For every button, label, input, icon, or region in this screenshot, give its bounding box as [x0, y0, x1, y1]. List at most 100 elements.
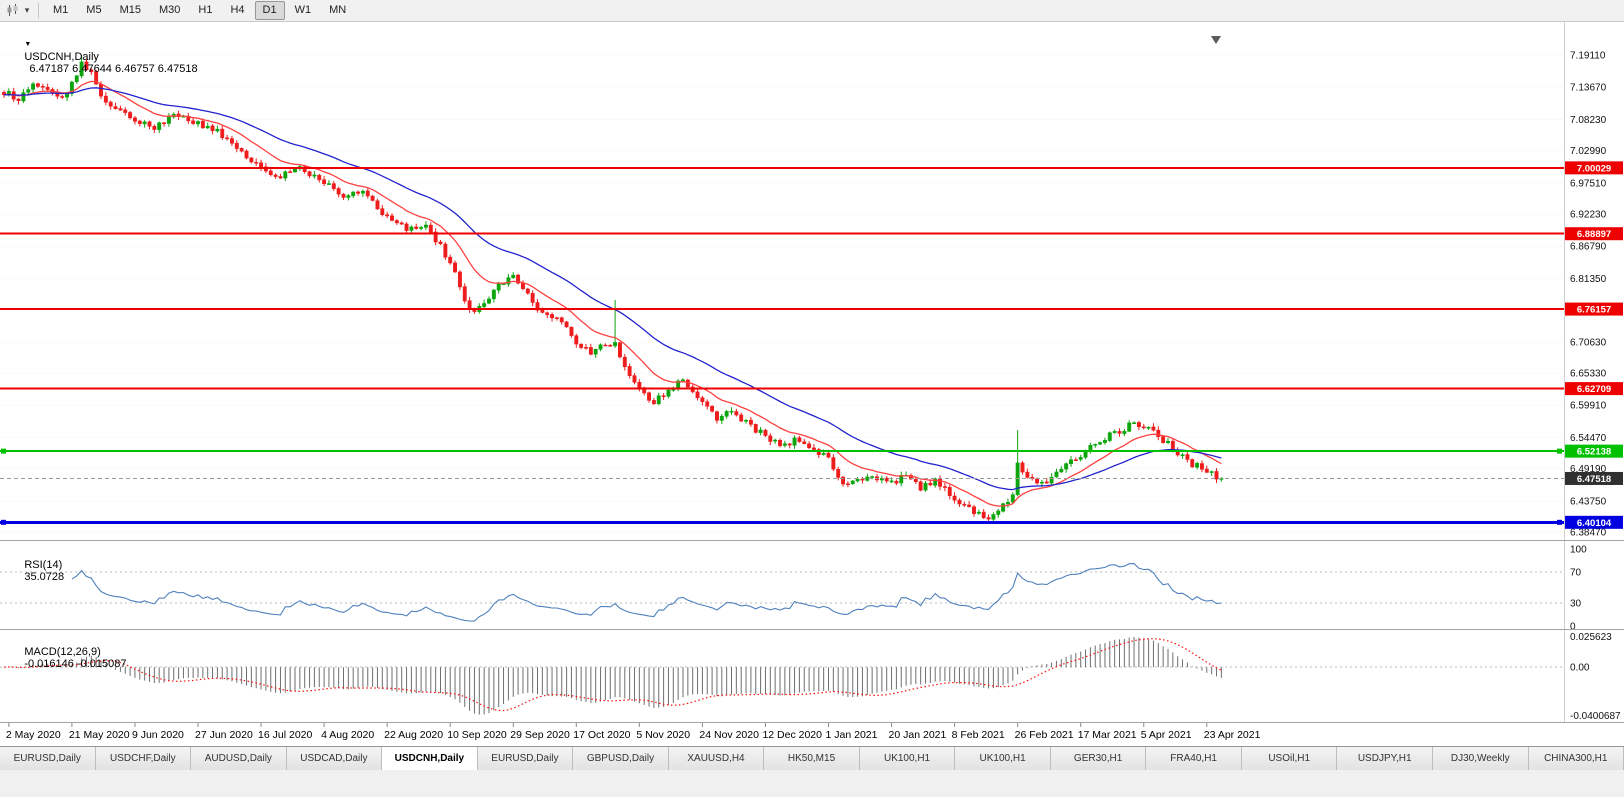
- level-handle-left-6.40104[interactable]: [1, 519, 6, 525]
- chart-shift-marker-icon[interactable]: [1211, 36, 1221, 44]
- svg-text:70: 70: [1570, 568, 1582, 579]
- level-handle-right-6.52138[interactable]: [1557, 448, 1562, 454]
- macd-label: MACD(12,26,9): [24, 646, 101, 658]
- chart-tab-usdcnh-daily-4[interactable]: USDCNH,Daily: [382, 747, 478, 770]
- svg-text:4 Aug 2020: 4 Aug 2020: [321, 729, 374, 741]
- svg-text:6.86790: 6.86790: [1570, 242, 1607, 253]
- timeframe-button-m5[interactable]: M5: [86, 4, 102, 16]
- svg-text:20 Jan 2021: 20 Jan 2021: [889, 729, 947, 741]
- chart-canvas[interactable]: 7.19110 7.13670 7.08230 7.02990 6.97510 6.922…: [0, 22, 1624, 746]
- price-badge-6.52138: [1565, 444, 1623, 458]
- timeframe-button-m15[interactable]: M15: [119, 4, 141, 16]
- dropdown-caret-icon[interactable]: ▾: [24, 5, 30, 15]
- chart-tab-audusd-daily-2[interactable]: AUDUSD,Daily: [191, 747, 287, 770]
- timeframe-button-m1[interactable]: M1: [53, 4, 69, 16]
- chart-tab-xauusd-h4-7[interactable]: XAUUSD,H4: [668, 747, 765, 770]
- chart-tab-uk100-h1-9[interactable]: UK100,H1: [859, 747, 956, 770]
- splitter-rsi-macd[interactable]: [0, 629, 1624, 630]
- chart-tab-eurusd-daily-5[interactable]: EURUSD,Daily: [477, 747, 574, 770]
- timeframe-toolbar: ▾ M1 M5 M15 M30 H1 H4 D1 W1 MN: [0, 0, 1624, 22]
- svg-text:6.43750: 6.43750: [1570, 496, 1607, 507]
- chart-area[interactable]: 7.19110 7.13670 7.08230 7.02990 6.97510 6.922…: [0, 22, 1624, 746]
- chart-tab-eurusd-daily-0[interactable]: EURUSD,Daily: [0, 747, 96, 770]
- timeframe-button-h4[interactable]: H4: [230, 4, 245, 16]
- toolbar-separator: [38, 3, 39, 18]
- svg-text:22 Aug 2020: 22 Aug 2020: [384, 729, 443, 741]
- svg-text:16 Jul 2020: 16 Jul 2020: [258, 729, 312, 741]
- chart-ohlc-values: 6.47187 6.47644 6.46757 6.47518: [29, 63, 198, 75]
- chart-tab-uk100-h1-10[interactable]: UK100,H1: [955, 747, 1051, 770]
- horizontal-levels: [0, 166, 1564, 525]
- price-badge-6.40104: [1565, 515, 1623, 529]
- timeframe-button-h1[interactable]: H1: [198, 4, 213, 16]
- macd-panel: 0.025623 0.00 -0.0400687: [0, 632, 1621, 722]
- rsi-line: [71, 563, 1222, 622]
- svg-text:6.81350: 6.81350: [1570, 274, 1607, 285]
- chart-tab-china300-h1-16[interactable]: CHINA300,H1: [1528, 747, 1624, 770]
- candlestick-series: [2, 55, 1224, 523]
- chart-tab-usdchf-daily-1[interactable]: USDCHF,Daily: [95, 747, 192, 770]
- svg-text:10 Sep 2020: 10 Sep 2020: [447, 729, 507, 741]
- candlestick-chart-icon: [7, 4, 17, 16]
- svg-text:7.08230: 7.08230: [1570, 115, 1607, 126]
- chart-tab-hk50-m15-8[interactable]: HK50,M15: [764, 747, 860, 770]
- timeframe-button-d1[interactable]: D1: [254, 1, 285, 20]
- chart-tab-usoil-h1-13[interactable]: USOil,H1: [1241, 747, 1338, 770]
- svg-text:6.59910: 6.59910: [1570, 401, 1607, 412]
- level-handle-left-6.52138[interactable]: [1, 448, 6, 454]
- svg-text:6.40104: 6.40104: [1577, 518, 1612, 529]
- svg-text:0: 0: [1570, 622, 1576, 633]
- svg-text:29 Sep 2020: 29 Sep 2020: [510, 729, 570, 741]
- chart-tab-fra40-h1-12[interactable]: FRA40,H1: [1146, 747, 1242, 770]
- svg-text:5 Apr 2021: 5 Apr 2021: [1141, 729, 1192, 741]
- svg-text:6.62709: 6.62709: [1577, 384, 1611, 395]
- rsi-panel: 100 70 30 0: [0, 545, 1587, 633]
- chart-tab-usdcad-daily-3[interactable]: USDCAD,Daily: [286, 747, 383, 770]
- ma-slow-line: [3, 87, 1222, 491]
- date-axis[interactable]: 2 May 2020 21 May 2020 9 Jun 2020 27 Jun 20…: [6, 723, 1261, 741]
- chart-tab-ger30-h1-11[interactable]: GER30,H1: [1050, 747, 1147, 770]
- svg-text:2 May 2020: 2 May 2020: [6, 729, 61, 741]
- timeframe-button-mn[interactable]: MN: [329, 4, 347, 16]
- chart-header: ▼ USDCNH,Daily 6.47187 6.47644 6.46757 6…: [6, 27, 198, 87]
- svg-text:17 Oct 2020: 17 Oct 2020: [573, 729, 630, 741]
- svg-text:6.49190: 6.49190: [1570, 464, 1607, 475]
- chart-tab-dj30-weekly-15[interactable]: DJ30,Weekly: [1432, 747, 1529, 770]
- svg-text:6.88897: 6.88897: [1577, 229, 1611, 240]
- timeframe-button-w1[interactable]: W1: [294, 4, 312, 16]
- rsi-label: RSI(14): [24, 559, 63, 571]
- rsi-value: 35.0728: [24, 571, 65, 583]
- price-badge-6.62709: [1565, 382, 1623, 396]
- chart-tab-bar: EURUSD,Daily USDCHF,Daily AUDUSD,Daily USDC…: [0, 746, 1624, 770]
- chart-menu-icon[interactable]: ▼: [24, 41, 32, 48]
- svg-text:6.65330: 6.65330: [1570, 369, 1607, 380]
- splitter-main-rsi[interactable]: [0, 540, 1624, 541]
- ma-fast-line: [3, 80, 1222, 507]
- svg-text:6.52138: 6.52138: [1577, 447, 1611, 458]
- svg-text:1 Jan 2021: 1 Jan 2021: [826, 729, 878, 741]
- splitter-macd-dates[interactable]: [0, 722, 1624, 723]
- svg-text:0.025623: 0.025623: [1570, 632, 1612, 643]
- price-badge-7.00029: [1565, 161, 1623, 175]
- svg-text:21 May 2020: 21 May 2020: [69, 729, 130, 741]
- svg-text:27 Jun 2020: 27 Jun 2020: [195, 729, 253, 741]
- svg-text:12 Dec 2020: 12 Dec 2020: [762, 729, 822, 741]
- timeframe-buttons-group: M1 M5 M15 M30 H1 H4 D1 W1 MN: [44, 1, 355, 20]
- macd-signal-line: [3, 638, 1222, 712]
- svg-text:6.92230: 6.92230: [1570, 209, 1607, 220]
- price-axis-scale[interactable]: 7.19110 7.13670 7.08230 7.02990 6.97510 6.922…: [1564, 22, 1624, 722]
- macd-header: MACD(12,26,9) -0.016146 -0.015087: [6, 634, 126, 682]
- chart-tab-usdjpy-h1-14[interactable]: USDJPY,H1: [1337, 747, 1433, 770]
- svg-text:6.47518: 6.47518: [1577, 474, 1611, 485]
- level-handle-right-6.40104[interactable]: [1557, 519, 1562, 525]
- svg-text:7.19110: 7.19110: [1570, 51, 1606, 62]
- timeframe-button-m30[interactable]: M30: [158, 4, 181, 16]
- chart-title: USDCNH,Daily: [24, 51, 99, 63]
- svg-text:9 Jun 2020: 9 Jun 2020: [132, 729, 184, 741]
- price-grid: [0, 54, 1564, 533]
- chart-tool-button[interactable]: [3, 2, 21, 20]
- svg-text:-0.0400687: -0.0400687: [1570, 711, 1621, 722]
- chart-tab-gbpusd-daily-6[interactable]: GBPUSD,Daily: [573, 747, 669, 770]
- svg-text:17 Mar 2021: 17 Mar 2021: [1078, 729, 1137, 741]
- svg-text:7.02990: 7.02990: [1570, 146, 1607, 157]
